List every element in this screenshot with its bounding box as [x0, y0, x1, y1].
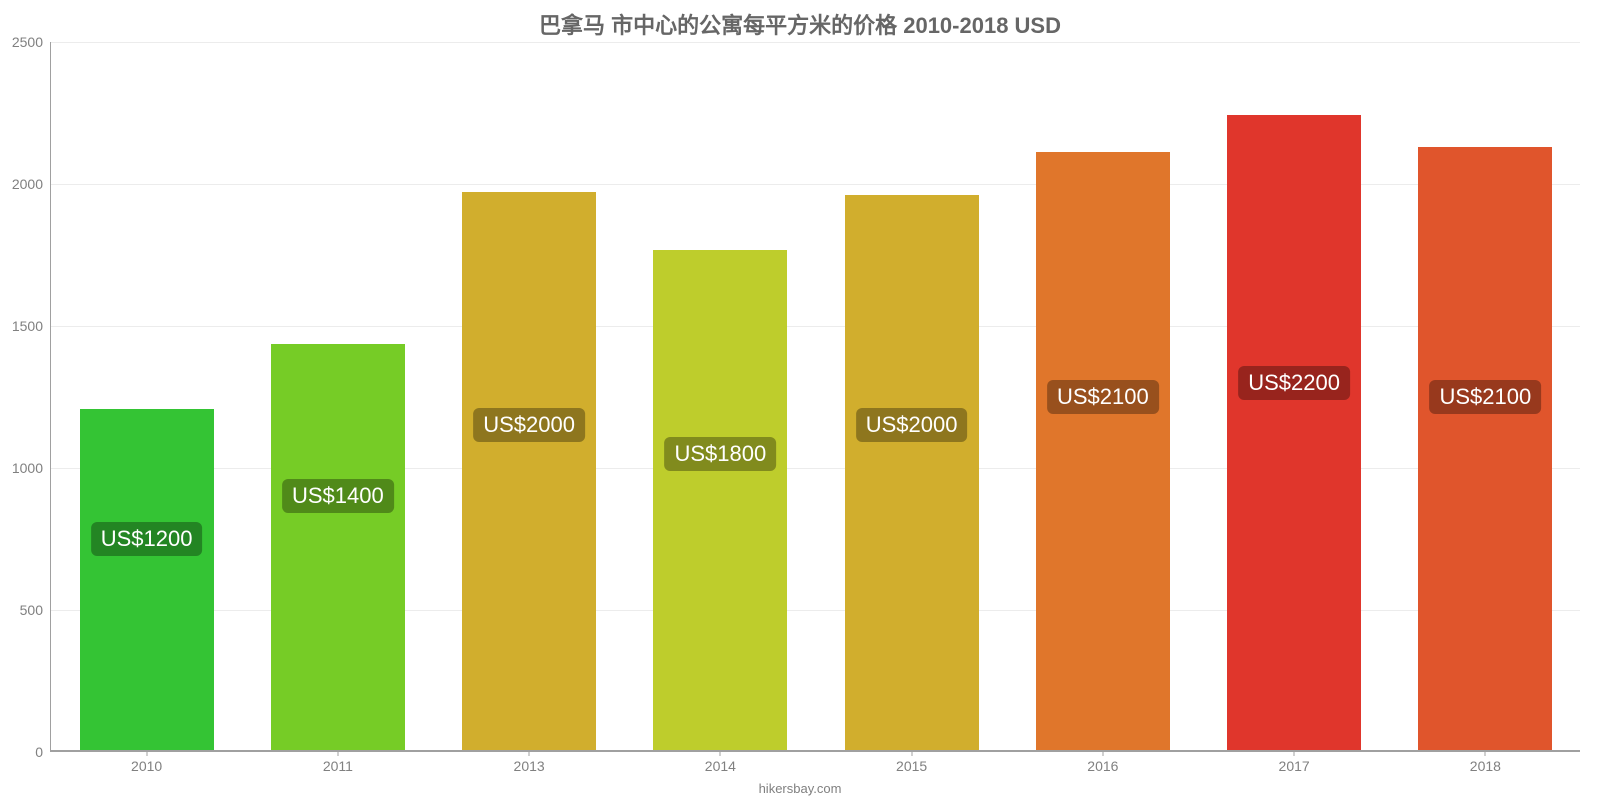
x-tick-label: 2016: [1087, 750, 1118, 774]
chart-container: 巴拿马 市中心的公寓每平方米的价格 2010-2018 USD 05001000…: [0, 0, 1600, 800]
gridline: [51, 42, 1580, 43]
y-tick-label: 1000: [12, 460, 51, 476]
bar: [271, 344, 405, 750]
x-tick-label: 2011: [323, 750, 353, 774]
x-tick-label: 2015: [896, 750, 927, 774]
x-tick-label: 2017: [1279, 750, 1310, 774]
chart-title: 巴拿马 市中心的公寓每平方米的价格 2010-2018 USD: [0, 8, 1600, 40]
y-tick-label: 500: [20, 602, 51, 618]
bar-value-label: US$1200: [91, 522, 203, 556]
bar: [1418, 147, 1552, 751]
y-tick-label: 0: [35, 744, 51, 760]
y-tick-label: 1500: [12, 318, 51, 334]
bar-value-label: US$2100: [1047, 380, 1159, 414]
x-tick-label: 2013: [514, 750, 545, 774]
bar-value-label: US$2000: [856, 408, 968, 442]
bar: [1227, 115, 1361, 750]
attribution-text: hikersbay.com: [0, 781, 1600, 796]
bar-value-label: US$2200: [1238, 366, 1350, 400]
bar: [462, 192, 596, 750]
x-tick-label: 2014: [705, 750, 736, 774]
y-tick-label: 2000: [12, 176, 51, 192]
bar-value-label: US$2100: [1430, 380, 1542, 414]
plot-area: 050010001500200025002010US$12002011US$14…: [50, 42, 1580, 752]
bar-value-label: US$1800: [665, 437, 777, 471]
x-tick-label: 2010: [131, 750, 162, 774]
bar: [80, 409, 214, 750]
x-tick-label: 2018: [1470, 750, 1501, 774]
bar: [653, 250, 787, 750]
bar: [845, 195, 979, 750]
bar: [1036, 152, 1170, 750]
bar-value-label: US$1400: [282, 479, 394, 513]
bar-value-label: US$2000: [473, 408, 585, 442]
y-tick-label: 2500: [12, 34, 51, 50]
